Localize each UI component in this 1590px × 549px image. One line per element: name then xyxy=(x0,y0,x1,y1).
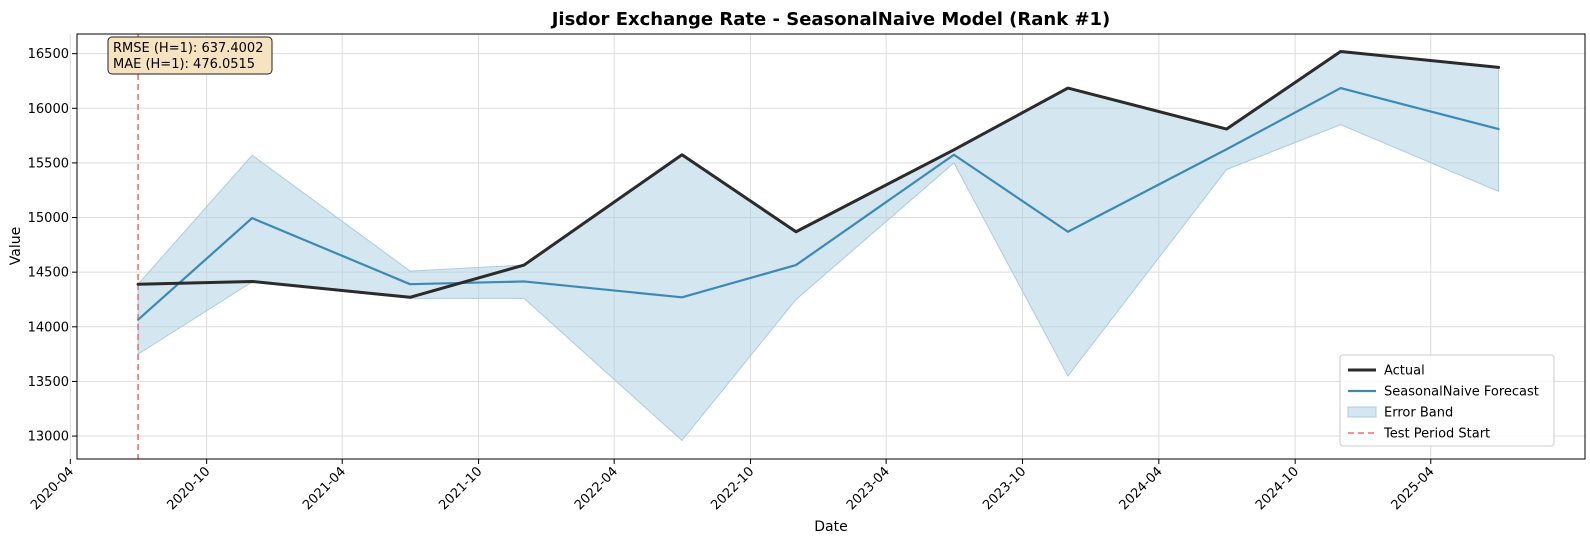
y-tick-label: 14000 xyxy=(28,320,69,335)
plot-frame xyxy=(76,33,1586,460)
x-tick-label: 2024-10 xyxy=(1253,464,1302,513)
actual-line xyxy=(136,49,1501,299)
y-tick-label: 14500 xyxy=(28,266,69,281)
x-tick-label: 2025-04 xyxy=(1389,464,1438,513)
y-tick-label: 15500 xyxy=(28,156,69,171)
x-tick-label: 2021-10 xyxy=(436,464,485,513)
legend-test-label: Test Period Start xyxy=(1383,427,1490,442)
y-tick-label: 15000 xyxy=(28,211,69,226)
legend-actual-label: Actual xyxy=(1384,364,1425,379)
y-tick-label: 16500 xyxy=(28,47,69,62)
legend-box xyxy=(1339,354,1555,447)
legend-band-label: Error Band xyxy=(1384,406,1453,421)
x-tick-label: 2023-04 xyxy=(844,464,893,513)
x-axis-title: Date xyxy=(814,519,847,535)
legend-forecast-label: SeasonalNaive Forecast xyxy=(1384,385,1539,400)
chart-title: Jisdor Exchange Rate - SeasonalNaive Mod… xyxy=(550,9,1111,30)
y-tick-label: 13000 xyxy=(28,430,69,445)
x-tick-label: 2022-04 xyxy=(572,464,621,513)
legend: Actual SeasonalNaive Forecast Error Band Te… xyxy=(1339,354,1555,447)
forecast-line xyxy=(136,86,1500,321)
legend-band-swatch xyxy=(1347,406,1377,418)
y-axis-title: Value xyxy=(8,227,24,265)
metrics-box-bg xyxy=(107,36,273,75)
x-tick-label: 2022-10 xyxy=(708,464,757,513)
x-tick-label: 2020-04 xyxy=(28,464,77,513)
series-lines xyxy=(136,49,1501,321)
y-axis: 13000 13500 14000 14500 15000 15500 16000 16500 xyxy=(28,47,77,445)
x-tick-label: 2021-04 xyxy=(300,464,349,513)
x-tick-label: 2023-10 xyxy=(980,464,1029,513)
x-tick-label: 2020-10 xyxy=(164,464,213,513)
metric-label: RMSE (H=1): 637.4002 xyxy=(113,41,263,56)
y-tick-label: 16000 xyxy=(28,102,69,117)
x-tick-label: 2024-04 xyxy=(1117,464,1166,513)
grid xyxy=(69,34,1585,459)
x-axis: 2020-04 2020-10 2021-04 2021-10 2022-04 2022-… xyxy=(28,459,1438,513)
y-tick-label: 13500 xyxy=(28,375,69,390)
metric-label: MAE (H=1): 476.0515 xyxy=(113,57,255,72)
